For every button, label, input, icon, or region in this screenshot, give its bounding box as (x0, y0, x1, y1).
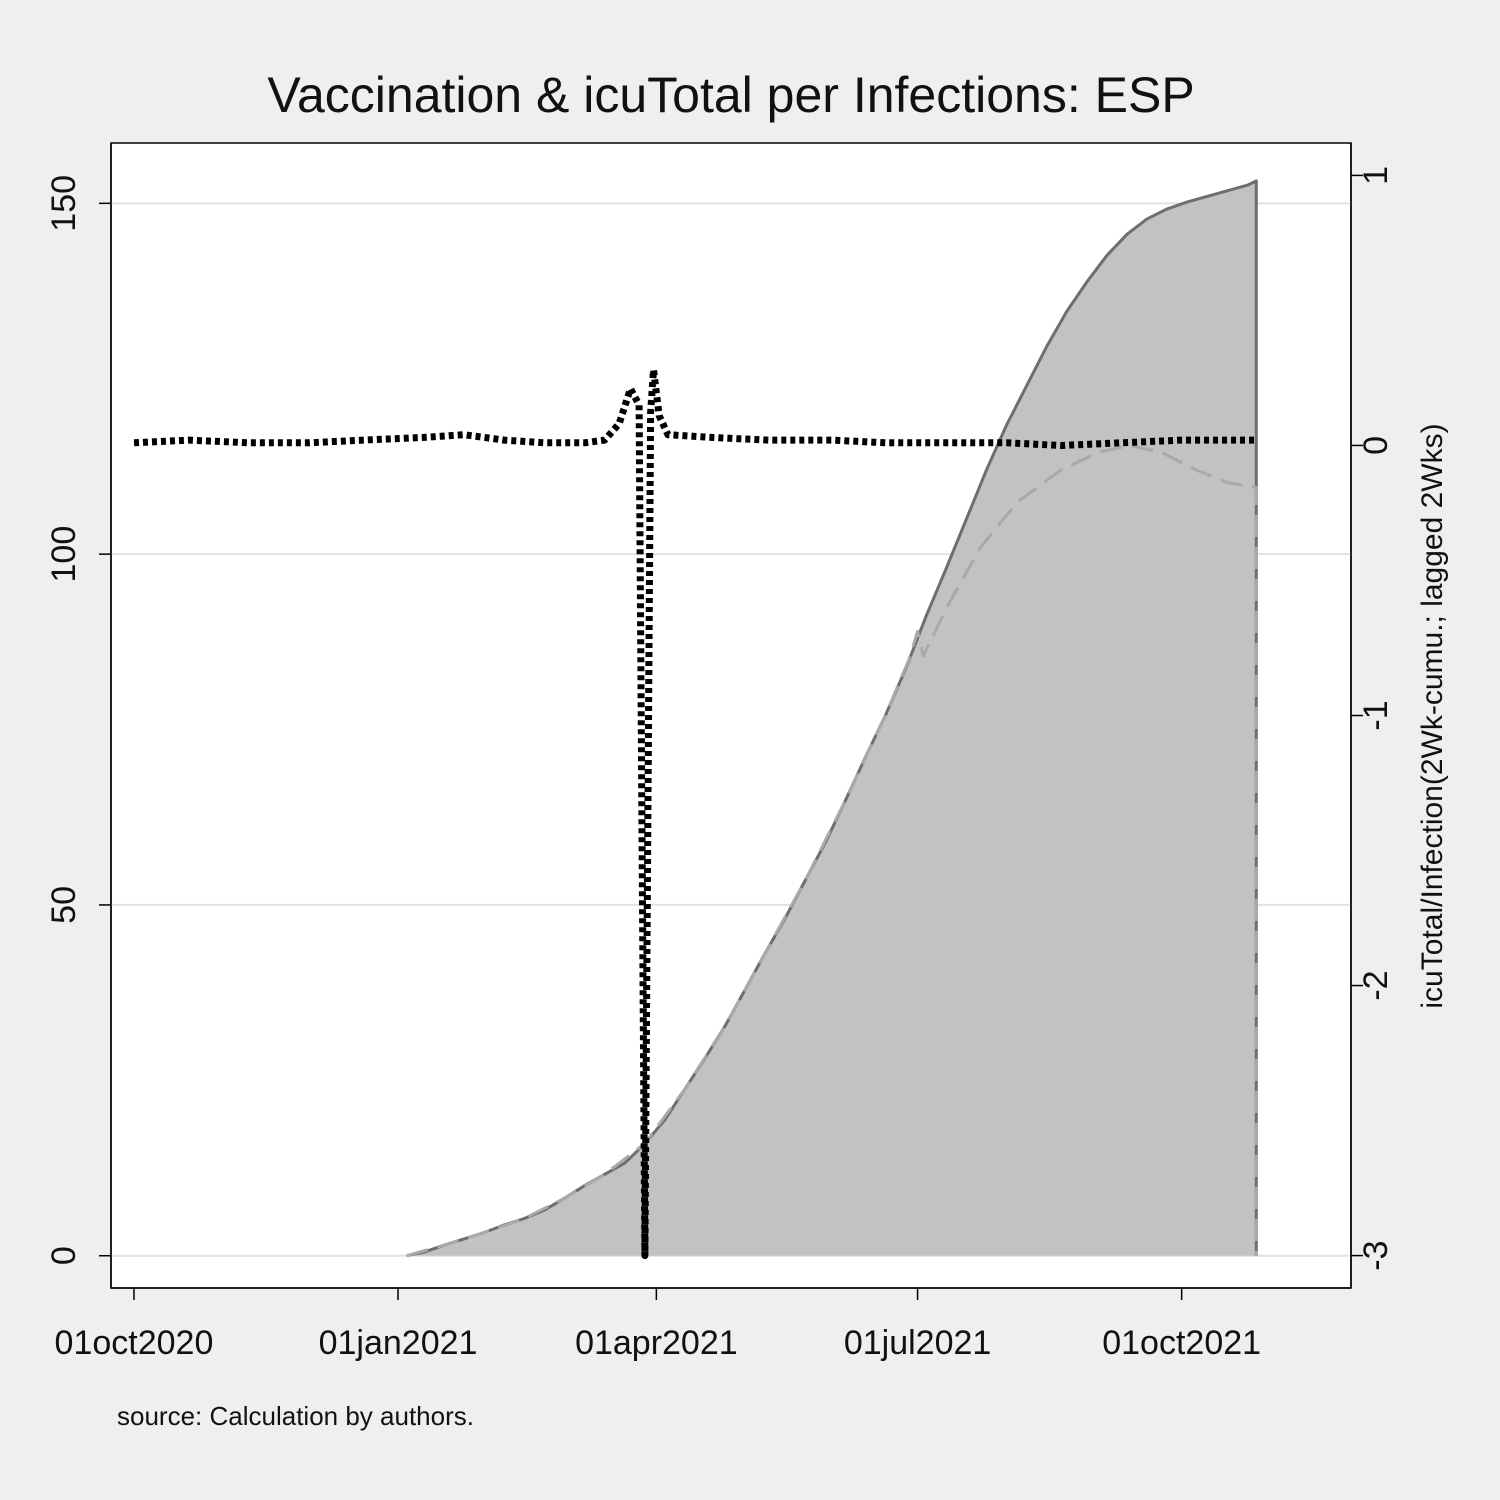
dashed-series-line (406, 443, 1258, 1258)
y-left-tick-label: 100 (45, 526, 83, 583)
x-tick-label: 01jan2021 (319, 1324, 478, 1362)
right-axis-title: icuTotal/Infection(2Wk-cumu.; lagged 2Wk… (1416, 423, 1449, 1008)
vaccination-area (406, 180, 1257, 1256)
series-layer (133, 179, 1258, 1260)
source-note: source: Calculation by authors. (117, 1401, 474, 1431)
y-left-tick-label: 150 (45, 175, 83, 232)
y-right-tick-label: -3 (1357, 1240, 1395, 1270)
y-right-tick-label: 1 (1357, 166, 1395, 185)
y-right-tick-label: -2 (1357, 970, 1395, 1000)
y-right-tick-label: -1 (1357, 700, 1395, 730)
x-tick-label: 01apr2021 (575, 1324, 738, 1362)
x-tick-label: 01oct2021 (1102, 1324, 1261, 1362)
x-tick-label: 01jul2021 (844, 1324, 991, 1362)
y-left-tick-label: 50 (45, 886, 83, 924)
icu-ratio-dotted-line (133, 366, 1257, 1260)
y-left-tick-label: 0 (45, 1246, 83, 1265)
y-right-tick-label: 0 (1357, 436, 1395, 455)
x-tick-label: 01oct2020 (55, 1324, 214, 1362)
vaccination-area-line (406, 179, 1258, 1258)
chart-title: Vaccination & icuTotal per Infections: E… (267, 67, 1194, 123)
axes: 0 50 100 150 -3 -2 -1 0 1 01oct2020 01jan2021 01apr… (45, 143, 1395, 1362)
